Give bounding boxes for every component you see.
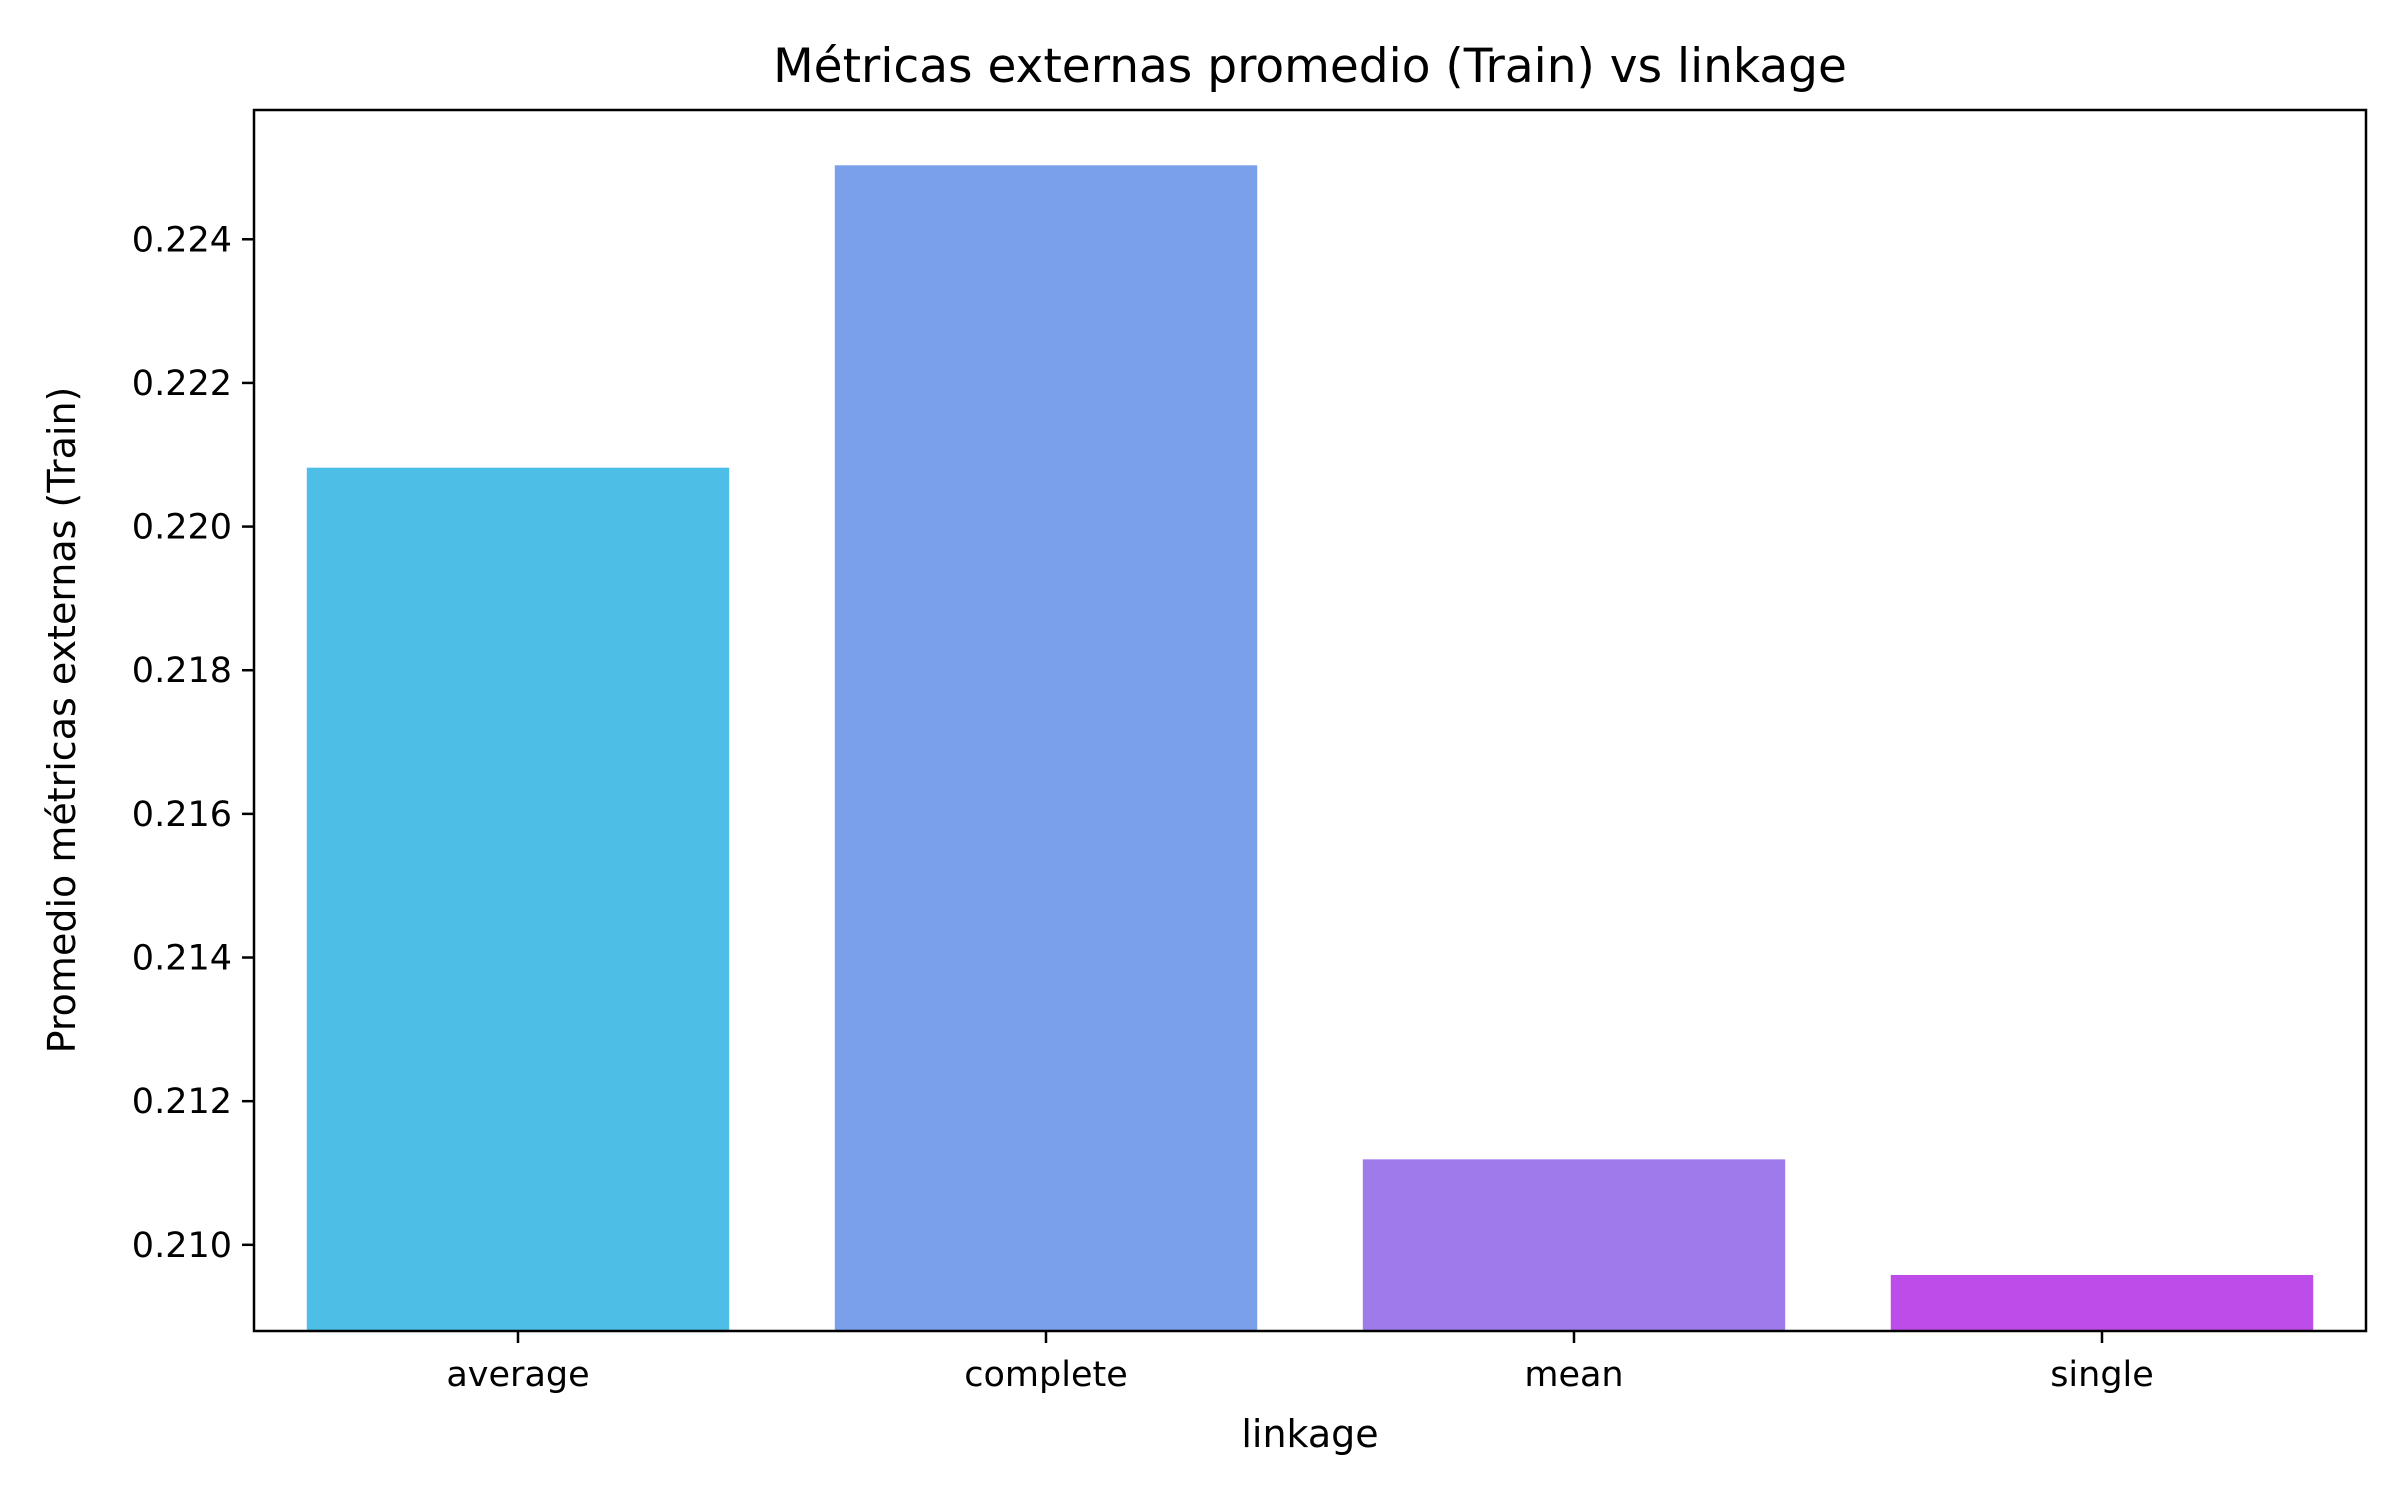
x-tick-label: average: [446, 1355, 589, 1395]
x-tick-label: complete: [964, 1355, 1127, 1395]
y-tick-label: 0.222: [132, 364, 232, 404]
y-tick-label: 0.210: [132, 1226, 232, 1266]
y-tick-label: 0.218: [132, 651, 232, 691]
x-axis-label: linkage: [1241, 1412, 1378, 1456]
y-tick-label: 0.212: [132, 1082, 232, 1122]
x-tick-label: single: [2050, 1355, 2154, 1395]
plot-frame: [252, 108, 2368, 1333]
x-axis-ticks: average complete mean single: [446, 1331, 2154, 1395]
y-axis-label: Promedio métricas externas (Train): [40, 387, 84, 1054]
bar-single: [1890, 1274, 2314, 1331]
bar-complete: [834, 165, 1258, 1332]
y-tick-label: 0.220: [132, 508, 232, 548]
bar-mean: [1362, 1159, 1786, 1331]
bars-group: [306, 165, 2314, 1332]
bar-average: [306, 467, 730, 1332]
y-tick-label: 0.214: [132, 939, 232, 979]
y-tick-label: 0.216: [132, 795, 232, 835]
x-tick-label: mean: [1524, 1355, 1623, 1395]
chart-title: Métricas externas promedio (Train) vs li…: [773, 39, 1847, 94]
y-axis-ticks: 0.210 0.212 0.214 0.216 0.218 0.220 0.222 0.224: [132, 220, 254, 1266]
y-tick-label: 0.224: [132, 220, 232, 260]
